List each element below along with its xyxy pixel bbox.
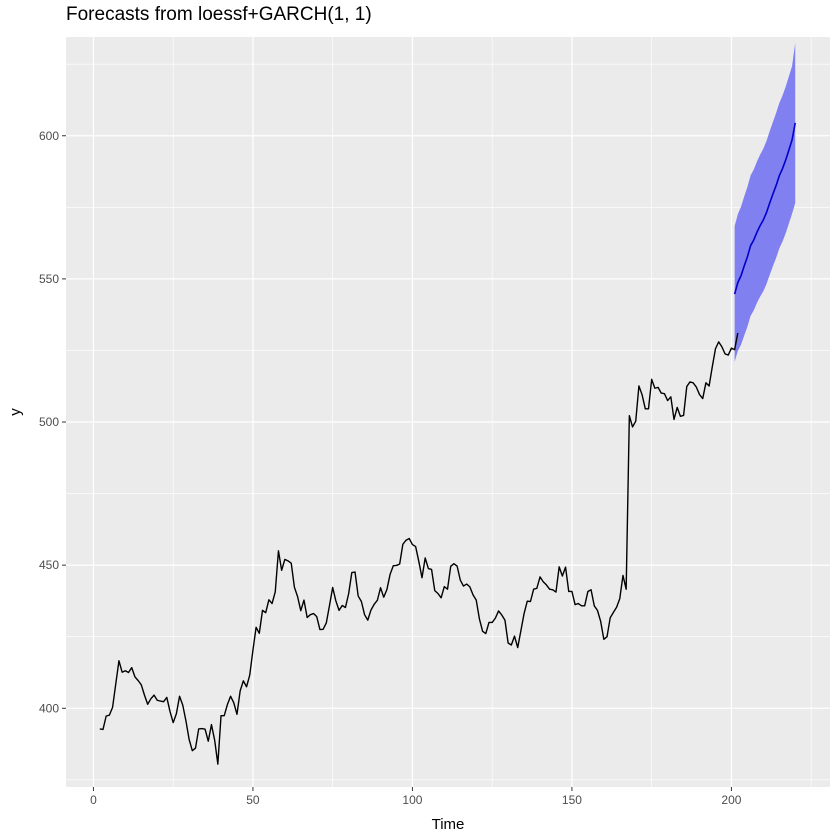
forecast-interval [734, 42, 796, 362]
major-gridlines [66, 37, 830, 787]
y-axis-label: y [7, 408, 24, 416]
axis-ticks [62, 135, 732, 791]
minor-gridlines [66, 37, 830, 787]
x-tick-label: 0 [90, 793, 97, 807]
y-tick-label: 400 [39, 701, 59, 715]
series-lines [99, 122, 797, 765]
x-tick-label: 100 [402, 793, 422, 807]
y-tick-label: 450 [39, 558, 59, 572]
tick-labels: 0 50 100 150 200 400 450 500 550 600 [39, 129, 742, 807]
x-tick-label: 200 [721, 793, 741, 807]
x-tick-label: 150 [562, 793, 582, 807]
history-line [99, 332, 739, 765]
chart-title: Forecasts from loessf+GARCH(1, 1) [66, 4, 372, 25]
forecast-line [733, 122, 797, 295]
y-tick-label: 500 [39, 415, 59, 429]
y-tick-label: 550 [39, 272, 59, 286]
x-tick-label: 50 [246, 793, 260, 807]
x-axis-label: Time [432, 816, 465, 833]
plot-panel [66, 37, 830, 787]
forecast-interval-band [734, 42, 796, 362]
y-tick-label: 600 [39, 129, 59, 143]
